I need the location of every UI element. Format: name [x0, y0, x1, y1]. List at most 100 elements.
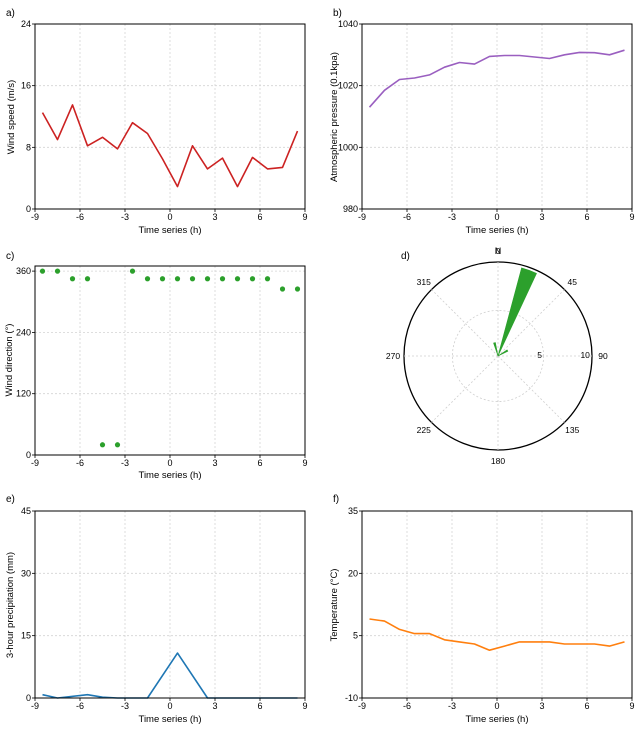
- panel-d: d) N 0 45 90 135 180 225 270 315 5 10: [386, 246, 608, 466]
- x-tick-label: -3: [121, 458, 129, 468]
- y-tick-label: 0: [26, 693, 31, 703]
- y-tick-label: 30: [21, 568, 31, 578]
- polar-angle-tick-label: 135: [565, 425, 579, 435]
- x-tick-label: 9: [629, 701, 634, 711]
- x-tick-label: -9: [31, 458, 39, 468]
- panel-c-frame: [34, 265, 306, 456]
- series-line: [368, 49, 625, 108]
- y-tick-label: 1000: [338, 142, 358, 152]
- panel-c-ylabel: Wind direction (°): [4, 324, 15, 397]
- panel-c-label: c): [6, 251, 14, 262]
- panel-f-frame: [361, 510, 633, 699]
- y-tick-label: 360: [16, 266, 31, 276]
- x-tick-label: 6: [257, 212, 262, 222]
- panel-b-frame: [361, 23, 633, 210]
- polar-angle-tick-label: 225: [417, 425, 431, 435]
- y-tick-label: 35: [348, 506, 358, 516]
- y-tick-label: 5: [353, 631, 358, 641]
- panel-b-marks: [368, 49, 625, 108]
- polar-radial-tick-label: 5: [537, 350, 542, 360]
- x-tick-label: 9: [302, 212, 307, 222]
- panel-a-grid: [34, 23, 306, 210]
- x-tick-label: 9: [302, 701, 307, 711]
- panel-f-xlabel: Time series (h): [466, 714, 529, 725]
- polar-bar-0: [497, 267, 537, 357]
- y-tick-label: 1040: [338, 19, 358, 29]
- y-tick-label: 120: [16, 389, 31, 399]
- panel-a-ylabel: Wind speed (m/s): [6, 80, 17, 154]
- scatter-point: [249, 276, 256, 282]
- panel-f: f) -9 -6 -3 0 3 6 9 -10 5 20 35 Time series (h) Te…: [329, 494, 635, 725]
- scatter-point: [159, 276, 166, 282]
- panel-f-label: f): [333, 494, 339, 505]
- y-tick-label: 20: [348, 568, 358, 578]
- polar-bar-1: [493, 342, 499, 357]
- scatter-point: [129, 268, 136, 274]
- panel-e-frame: [34, 510, 306, 699]
- polar-radial-tick-label: 10: [580, 350, 590, 360]
- panel-f-grid: [361, 510, 633, 699]
- panel-a-ticks: -9 -6 -3 0 3 6 9 0 8 16 24: [21, 19, 308, 222]
- scatter-point: [204, 276, 211, 282]
- scatter-point: [99, 442, 106, 448]
- panel-e-label: e): [6, 494, 15, 505]
- scatter-point: [114, 442, 121, 448]
- panel-b-label: b): [333, 8, 342, 19]
- x-tick-label: 0: [494, 212, 499, 222]
- panel-d-grid: [403, 261, 593, 451]
- panel-d-ticks: 0 45 90 135 180 225 270 315 5 10: [386, 246, 608, 466]
- x-tick-label: 3: [212, 212, 217, 222]
- x-tick-label: 6: [257, 458, 262, 468]
- panel-a-marks: [41, 104, 299, 188]
- x-tick-label: 3: [539, 212, 544, 222]
- panel-a-xlabel: Time series (h): [139, 225, 202, 236]
- panel-b-xlabel: Time series (h): [466, 225, 529, 236]
- panel-a-label: a): [6, 8, 15, 19]
- y-tick-label: 0: [26, 204, 31, 214]
- polar-grid-spoke: [431, 355, 499, 423]
- panel-c-xlabel: Time series (h): [139, 470, 202, 481]
- x-tick-label: 6: [257, 701, 262, 711]
- panel-d-north-label: N: [495, 246, 502, 256]
- y-tick-label: 980: [343, 204, 358, 214]
- panel-c-grid: [34, 266, 306, 456]
- panel-c-ticks: -9 -6 -3 0 3 6 9 0 120 240 360: [16, 266, 308, 468]
- scatter-point: [39, 268, 46, 274]
- y-tick-label: 45: [21, 506, 31, 516]
- x-tick-label: -9: [31, 212, 39, 222]
- x-tick-label: -9: [358, 212, 366, 222]
- panel-e-ticks: -9 -6 -3 0 3 6 9 0 15 30 45: [21, 506, 308, 711]
- x-tick-label: -3: [448, 212, 456, 222]
- x-tick-label: 6: [584, 701, 589, 711]
- x-tick-label: -6: [403, 212, 411, 222]
- polar-bar-2: [497, 349, 509, 357]
- scatter-point: [294, 286, 301, 292]
- series-line: [41, 104, 299, 188]
- scatter-point: [69, 276, 76, 282]
- panel-e-xlabel: Time series (h): [139, 714, 202, 725]
- x-tick-label: 0: [167, 212, 172, 222]
- scatter-point: [234, 276, 241, 282]
- panel-d-marks: [493, 267, 537, 357]
- x-tick-label: 3: [212, 458, 217, 468]
- scatter-point: [264, 276, 271, 282]
- y-tick-label: 24: [21, 19, 31, 29]
- scatter-point: [189, 276, 196, 282]
- panel-b: b) -9 -6 -3 0 3 6 9 980 1000 1020 1040 Time series…: [329, 8, 635, 236]
- x-tick-label: 0: [494, 701, 499, 711]
- y-tick-label: 240: [16, 327, 31, 337]
- x-tick-label: -3: [448, 701, 456, 711]
- panel-a: a) -9 -6 -3 0 3 6 9 0 8 16 24 Time series (h) Wind…: [6, 8, 308, 236]
- panel-f-marks: [369, 618, 625, 652]
- x-tick-label: -6: [403, 701, 411, 711]
- y-tick-label: 15: [21, 631, 31, 641]
- polar-grid-spoke: [497, 355, 565, 423]
- scatter-point: [219, 276, 226, 282]
- panel-a-frame: [34, 23, 306, 210]
- x-tick-label: 0: [167, 458, 172, 468]
- scatter-point: [54, 268, 61, 274]
- scatter-point: [174, 276, 181, 282]
- polar-angle-tick-label: 270: [386, 351, 400, 361]
- x-tick-label: -9: [358, 701, 366, 711]
